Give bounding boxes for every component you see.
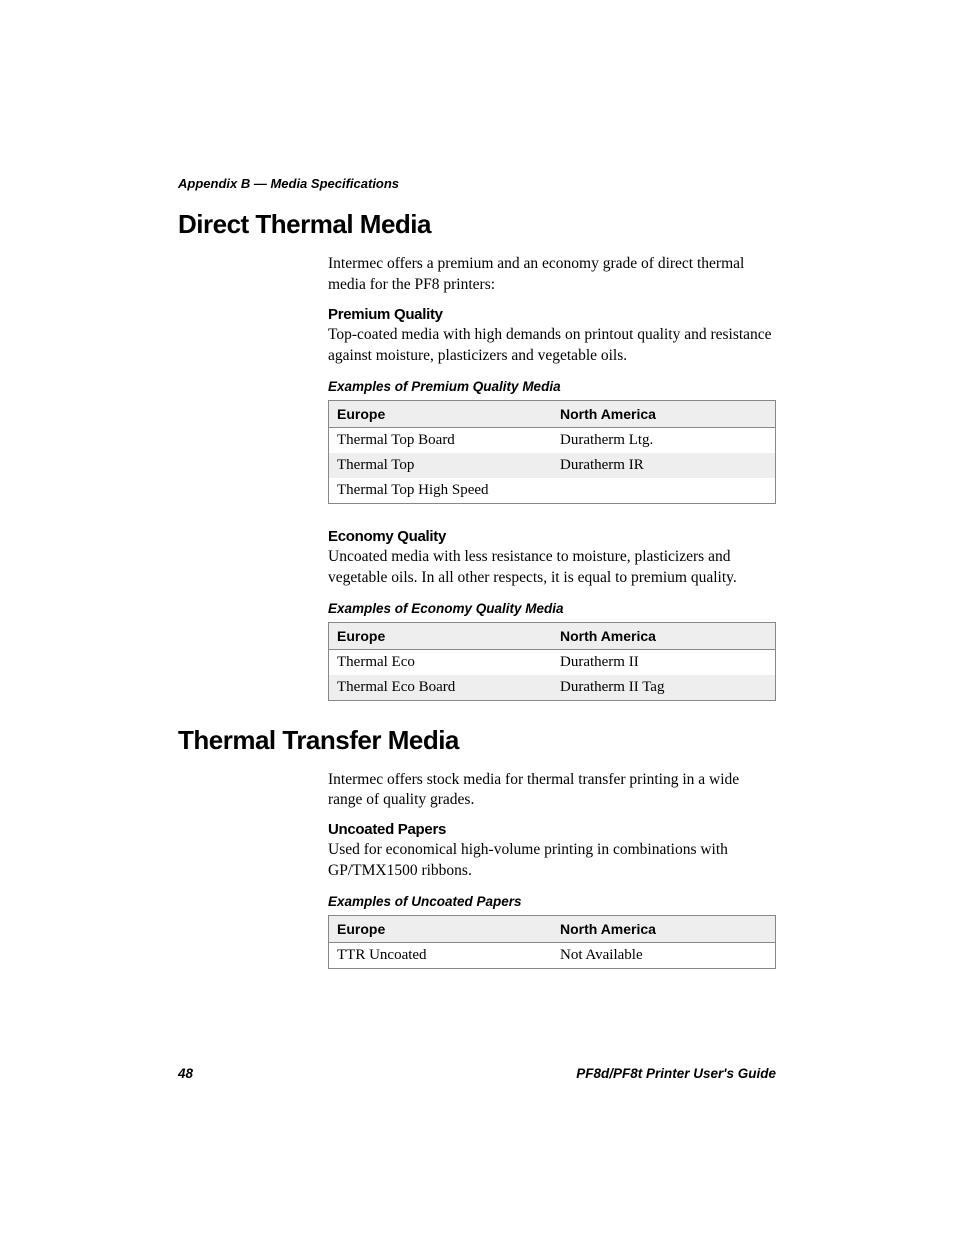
premium-title: Premium Quality [328, 306, 776, 323]
uncoated-table: Europe North America TTR Uncoated Not Av… [328, 915, 776, 969]
cell: Not Available [552, 943, 776, 969]
cell: TTR Uncoated [329, 943, 553, 969]
cell: Thermal Eco Board [329, 675, 553, 701]
premium-table-caption: Examples of Premium Quality Media [328, 379, 776, 394]
cell: Thermal Top [329, 453, 553, 478]
appendix-header: Appendix B — Media Specifications [178, 176, 776, 191]
section2-content: Intermec offers stock media for thermal … [328, 770, 776, 970]
table-row: Thermal Eco Duratherm II [329, 649, 776, 675]
col-north-america: North America [552, 400, 776, 427]
cell: Duratherm II [552, 649, 776, 675]
section1-intro: Intermec offers a premium and an economy… [328, 254, 776, 296]
page-content: Appendix B — Media Specifications Direct… [178, 176, 776, 1095]
premium-table: Europe North America Thermal Top Board D… [328, 400, 776, 504]
cell [552, 478, 776, 504]
cell: Thermal Top Board [329, 427, 553, 453]
table-header-row: Europe North America [329, 622, 776, 649]
table-row: Thermal Eco Board Duratherm II Tag [329, 675, 776, 701]
table-row: Thermal Top Board Duratherm Ltg. [329, 427, 776, 453]
col-north-america: North America [552, 622, 776, 649]
economy-table-caption: Examples of Economy Quality Media [328, 601, 776, 616]
cell: Duratherm IR [552, 453, 776, 478]
section1-content: Intermec offers a premium and an economy… [328, 254, 776, 701]
heading-direct-thermal: Direct Thermal Media [178, 209, 776, 240]
table-row: TTR Uncoated Not Available [329, 943, 776, 969]
page-footer: 48 PF8d/PF8t Printer User's Guide [178, 1066, 776, 1081]
cell: Duratherm II Tag [552, 675, 776, 701]
table-row: Thermal Top High Speed [329, 478, 776, 504]
col-europe: Europe [329, 622, 553, 649]
col-europe: Europe [329, 916, 553, 943]
col-europe: Europe [329, 400, 553, 427]
cell: Thermal Top High Speed [329, 478, 553, 504]
table-header-row: Europe North America [329, 400, 776, 427]
section2-intro: Intermec offers stock media for thermal … [328, 770, 776, 812]
cell: Duratherm Ltg. [552, 427, 776, 453]
cell: Thermal Eco [329, 649, 553, 675]
economy-body: Uncoated media with less resistance to m… [328, 547, 776, 589]
table-row: Thermal Top Duratherm IR [329, 453, 776, 478]
uncoated-title: Uncoated Papers [328, 821, 776, 838]
heading-thermal-transfer: Thermal Transfer Media [178, 725, 776, 756]
guide-title: PF8d/PF8t Printer User's Guide [576, 1066, 776, 1081]
uncoated-body: Used for economical high-volume printing… [328, 840, 776, 882]
col-north-america: North America [552, 916, 776, 943]
premium-body: Top-coated media with high demands on pr… [328, 325, 776, 367]
page-number: 48 [178, 1066, 193, 1081]
economy-title: Economy Quality [328, 528, 776, 545]
economy-table: Europe North America Thermal Eco Durathe… [328, 622, 776, 701]
table-header-row: Europe North America [329, 916, 776, 943]
uncoated-table-caption: Examples of Uncoated Papers [328, 894, 776, 909]
